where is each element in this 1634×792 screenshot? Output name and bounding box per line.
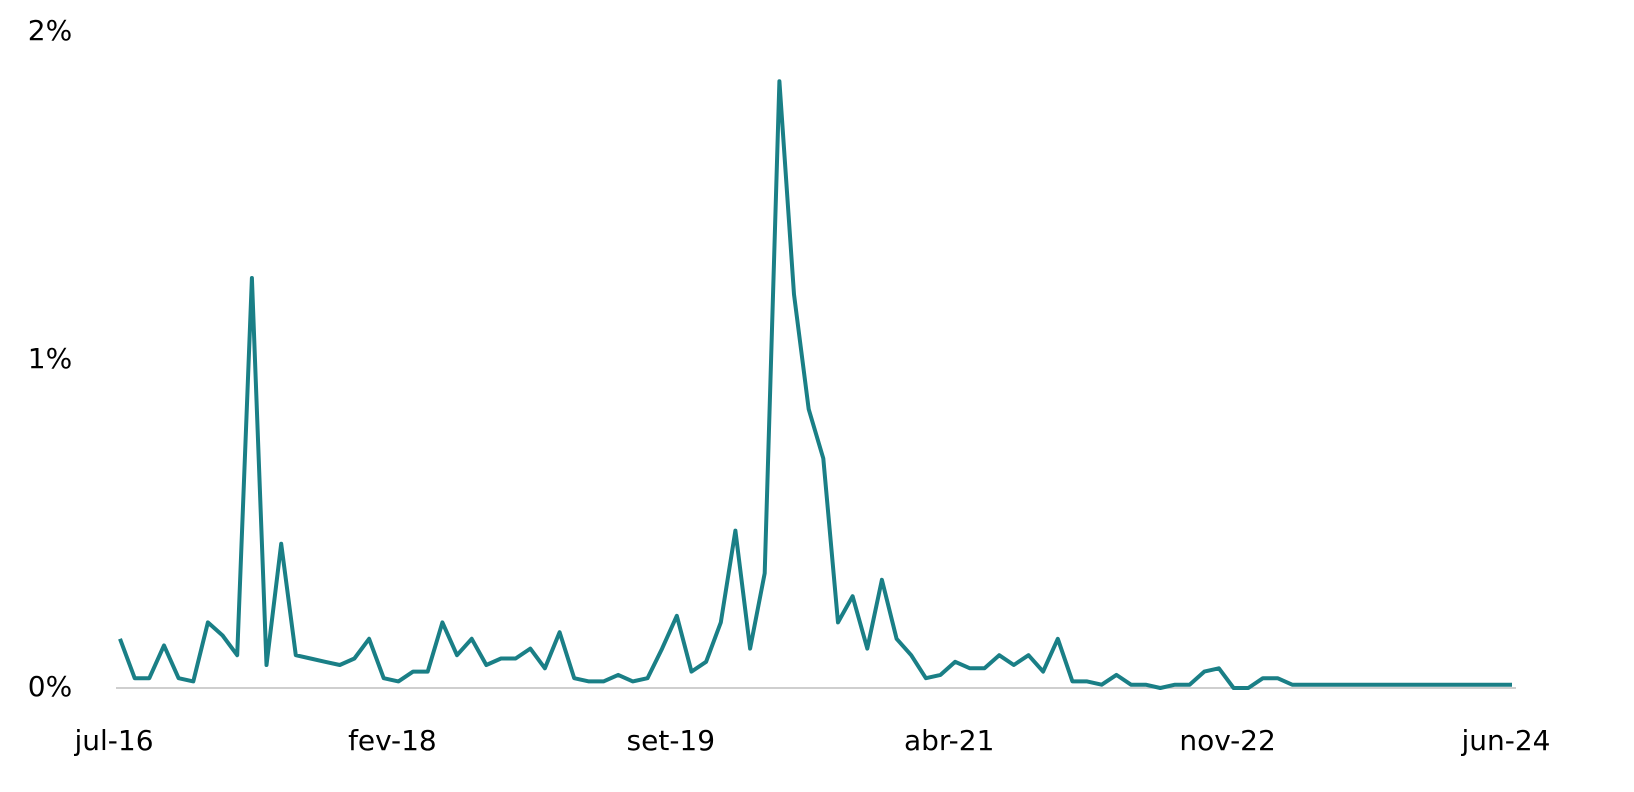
x-tick-label: abr-21 — [904, 724, 994, 757]
data-line — [118, 79, 1512, 690]
x-tick-label: set-19 — [627, 724, 716, 757]
x-tick-label: fev-18 — [348, 724, 437, 757]
x-tick-label: jun-24 — [1460, 724, 1550, 757]
y-tick-label: 1% — [28, 342, 72, 375]
x-tick-label: jul-16 — [73, 724, 153, 757]
y-tick-label: 2% — [28, 14, 72, 47]
y-tick-label: 0% — [28, 670, 72, 703]
x-tick-label: nov-22 — [1179, 724, 1275, 757]
